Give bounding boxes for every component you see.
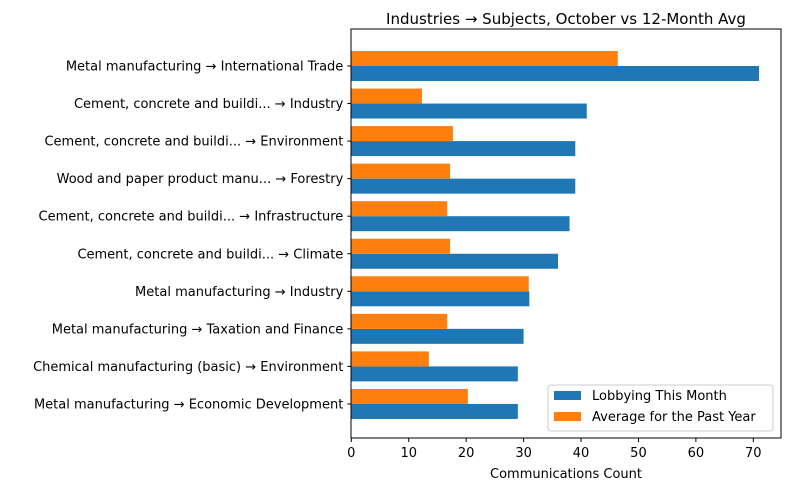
- bar-this-month: [351, 366, 518, 382]
- legend-swatch-this-month: [554, 391, 581, 400]
- bar-past-year-average: [351, 201, 448, 217]
- legend-box: [547, 384, 774, 432]
- x-tick-label: 0: [347, 446, 355, 461]
- legend-swatch-past-year: [554, 412, 581, 421]
- y-tick-label: Cement, concrete and buildi... → Industr…: [74, 97, 344, 112]
- y-tick-label: Wood and paper product manu... → Forestr…: [57, 172, 344, 187]
- y-tick-label: Chemical manufacturing (basic) → Environ…: [33, 360, 343, 375]
- bar-this-month: [351, 291, 530, 307]
- bar-past-year-average: [351, 126, 453, 142]
- bar-this-month: [351, 253, 559, 269]
- chart-title: Industries → Subjects, October vs 12-Mon…: [386, 10, 746, 28]
- y-tick-label: Metal manufacturing → Industry: [135, 285, 344, 300]
- x-tick-label: 30: [515, 446, 532, 461]
- bar-this-month: [351, 403, 518, 419]
- y-tick-label: Cement, concrete and buildi... → Climate: [77, 247, 343, 262]
- bar-this-month: [351, 328, 524, 344]
- y-tick-label: Metal manufacturing → International Trad…: [66, 60, 343, 75]
- bar-this-month: [351, 216, 570, 232]
- y-tick-label: Cement, concrete and buildi... → Environ…: [44, 135, 343, 150]
- bar-this-month: [351, 103, 587, 119]
- bar-past-year-average: [351, 88, 422, 104]
- x-tick-label: 70: [745, 446, 762, 461]
- bar-past-year-average: [351, 276, 529, 292]
- y-tick-label: Cement, concrete and buildi... → Infrast…: [39, 210, 344, 225]
- bar-past-year-average: [351, 163, 451, 179]
- bar-this-month: [351, 178, 576, 194]
- bar-this-month: [351, 66, 760, 81]
- legend-label-past-year: Average for the Past Year: [592, 410, 756, 425]
- x-tick-label: 50: [630, 446, 647, 461]
- plot-frame: [350, 28, 782, 439]
- legend-label-this-month: Lobbying This Month: [592, 389, 727, 404]
- bar-past-year-average: [351, 51, 618, 66]
- bar-past-year-average: [351, 388, 468, 404]
- x-tick-label: 40: [573, 446, 590, 461]
- x-axis-label: Communications Count: [490, 467, 642, 482]
- y-tick-label: Metal manufacturing → Economic Developme…: [34, 397, 343, 412]
- x-tick-label: 10: [400, 446, 417, 461]
- legend: Lobbying This Month Average for the Past…: [547, 384, 774, 432]
- bar-this-month: [351, 141, 576, 157]
- y-tick-label: Metal manufacturing → Taxation and Finan…: [52, 322, 344, 337]
- bar-past-year-average: [351, 238, 451, 254]
- x-tick-label: 60: [688, 446, 705, 461]
- bar-past-year-average: [351, 351, 429, 367]
- bar-past-year-average: [351, 313, 448, 329]
- x-tick-label: 20: [458, 446, 475, 461]
